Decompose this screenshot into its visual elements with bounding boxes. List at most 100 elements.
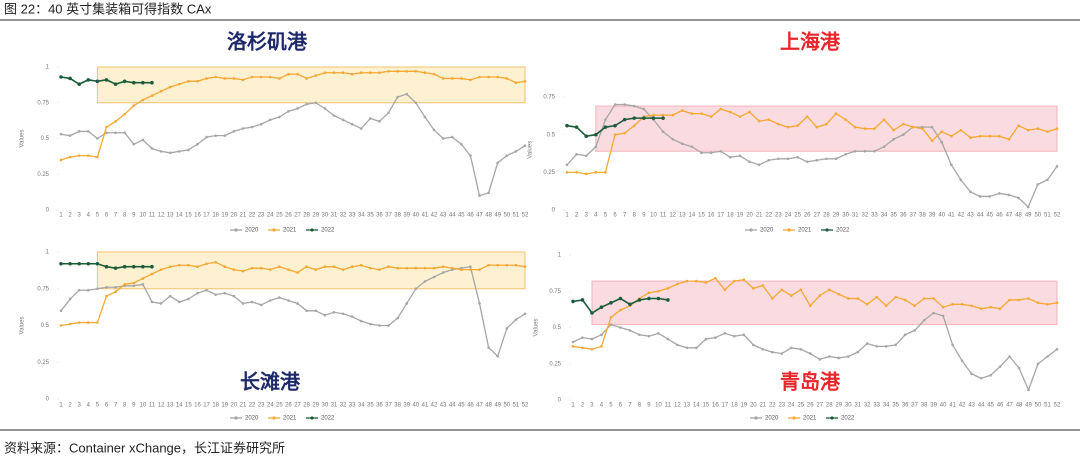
- point: [105, 294, 108, 298]
- point: [405, 69, 409, 73]
- point: [752, 287, 755, 290]
- point: [632, 116, 637, 120]
- x-tick-label: 51: [1044, 213, 1051, 219]
- x-tick-label: 11: [149, 213, 156, 219]
- point: [59, 75, 63, 79]
- point: [604, 118, 607, 121]
- point: [657, 289, 660, 293]
- x-tick-label: 13: [684, 403, 691, 409]
- point: [704, 337, 708, 341]
- point: [341, 268, 345, 271]
- point: [884, 345, 888, 348]
- point: [1017, 298, 1021, 302]
- point: [96, 137, 99, 140]
- point: [68, 297, 72, 301]
- series-line: [566, 103, 1058, 209]
- point: [205, 262, 208, 266]
- point: [296, 302, 299, 305]
- point: [574, 125, 579, 129]
- point: [469, 268, 472, 271]
- point: [487, 263, 490, 267]
- point: [738, 115, 742, 118]
- x-tick-label: 16: [194, 213, 201, 219]
- point: [168, 151, 172, 155]
- x-tick-label: 24: [267, 213, 274, 219]
- x-tick-label: 48: [485, 403, 492, 409]
- x-tick-label: 52: [1054, 213, 1061, 219]
- point: [86, 321, 90, 324]
- legend-label: 2022: [321, 416, 335, 422]
- point: [496, 75, 500, 79]
- point: [789, 294, 793, 297]
- legend-label: 2020: [245, 228, 259, 234]
- point: [505, 263, 509, 267]
- point: [742, 333, 746, 337]
- point: [1055, 347, 1059, 351]
- point: [599, 305, 604, 310]
- point: [671, 137, 674, 141]
- point: [450, 135, 454, 139]
- x-tick-label: 32: [340, 213, 347, 219]
- point: [989, 305, 992, 309]
- point: [969, 136, 972, 139]
- point: [278, 115, 281, 119]
- x-tick-label: 6: [105, 213, 109, 219]
- chart-title: 长滩港: [240, 369, 301, 393]
- point: [666, 337, 670, 341]
- point: [387, 265, 390, 269]
- point: [487, 346, 490, 349]
- point: [709, 115, 713, 118]
- x-tick-label: 46: [996, 213, 1003, 219]
- point: [323, 313, 327, 317]
- point: [59, 132, 63, 136]
- point: [378, 268, 381, 271]
- point: [450, 266, 454, 270]
- x-tick-label: 17: [203, 403, 210, 409]
- x-tick-label: 50: [1034, 213, 1041, 219]
- point: [941, 305, 945, 309]
- point: [460, 142, 463, 146]
- point: [341, 71, 345, 75]
- point: [341, 312, 345, 316]
- x-tick-label: 7: [114, 403, 118, 409]
- point: [196, 142, 199, 146]
- legend-label: 2020: [765, 416, 779, 422]
- point: [159, 90, 163, 93]
- x-tick-label: 25: [794, 213, 801, 219]
- point: [141, 98, 145, 102]
- x-tick-label: 28: [303, 403, 310, 409]
- point: [205, 77, 208, 80]
- legend-label: 2020: [245, 416, 259, 422]
- x-tick-label: 17: [203, 213, 210, 219]
- x-tick-label: 16: [712, 403, 719, 409]
- x-tick-label: 45: [986, 213, 993, 219]
- x-tick-label: 12: [669, 213, 676, 219]
- point: [487, 75, 490, 79]
- point: [305, 102, 308, 106]
- x-tick-label: 28: [826, 403, 833, 409]
- x-tick-label: 20: [750, 403, 757, 409]
- point: [478, 194, 481, 197]
- y-tick-label: 0.5: [547, 132, 556, 138]
- x-tick-label: 17: [717, 213, 724, 219]
- x-tick-label: 34: [358, 403, 365, 409]
- point: [623, 131, 626, 135]
- x-tick-label: 46: [467, 403, 474, 409]
- point: [432, 72, 436, 76]
- point: [122, 79, 127, 84]
- point: [387, 111, 390, 115]
- point: [241, 127, 245, 130]
- point: [930, 125, 934, 129]
- point: [799, 347, 803, 351]
- x-tick-label: 29: [833, 213, 840, 219]
- point: [77, 261, 81, 266]
- x-tick-label: 10: [140, 213, 147, 219]
- point: [818, 294, 822, 297]
- point: [704, 281, 708, 284]
- point: [609, 301, 613, 305]
- x-tick-label: 22: [765, 213, 772, 219]
- x-tick-label: 35: [367, 403, 374, 409]
- point: [232, 268, 236, 271]
- point: [396, 316, 399, 320]
